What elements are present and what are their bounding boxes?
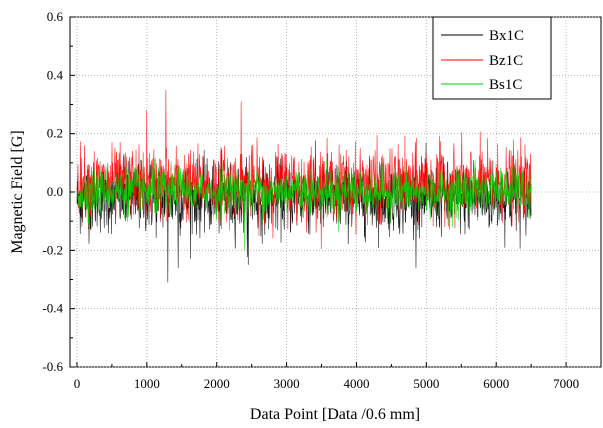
legend-box	[432, 16, 552, 100]
y-tick-label: -0.4	[42, 301, 63, 316]
series-layer	[76, 89, 532, 283]
x-tick-label: 4000	[343, 376, 369, 391]
legend-label-bz1c: Bz1C	[489, 53, 523, 69]
x-axis-title: Data Point [Data /0.6 mm]	[250, 406, 420, 423]
series-line-bs1c	[76, 158, 532, 251]
y-tick-label: 0.2	[47, 126, 63, 141]
axes: 0 1000 2000 3000 4000 5000 6000 7000 -0.6 -0.4 -0.…	[42, 9, 579, 391]
series-line-bx1c	[76, 140, 532, 283]
y-tick-label: 0.6	[47, 9, 64, 24]
legend: Bx1C Bz1C Bs1C	[432, 16, 552, 100]
x-tick-label: 7000	[553, 376, 579, 391]
x-tick-label: 6000	[483, 376, 509, 391]
x-tick-label: 2000	[204, 376, 230, 391]
x-tick-label: 3000	[274, 376, 300, 391]
x-tick-label: 1000	[134, 376, 160, 391]
legend-label-bx1c: Bx1C	[489, 28, 524, 44]
x-tick-label: 0	[74, 376, 81, 391]
legend-label-bs1c: Bs1C	[489, 77, 522, 93]
y-tick-label: 0.0	[47, 184, 63, 199]
y-axis-title: Magnetic Field [G]	[9, 130, 26, 254]
y-tick-label: -0.2	[42, 242, 63, 257]
series-line-bz1c	[76, 89, 532, 250]
x-tick-label: 5000	[413, 376, 439, 391]
y-tick-label: 0.4	[47, 67, 64, 82]
y-tick-label: -0.6	[42, 359, 63, 374]
